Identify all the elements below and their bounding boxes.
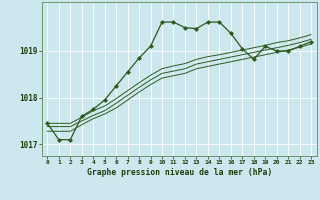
- X-axis label: Graphe pression niveau de la mer (hPa): Graphe pression niveau de la mer (hPa): [87, 168, 272, 177]
